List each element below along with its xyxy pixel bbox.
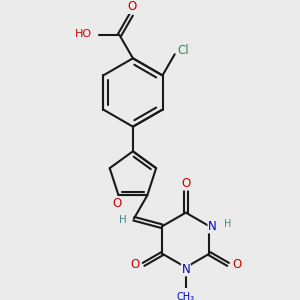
Text: H: H xyxy=(119,215,127,225)
Text: N: N xyxy=(208,220,217,233)
Text: HO: HO xyxy=(75,29,92,39)
Text: O: O xyxy=(130,258,140,271)
Text: O: O xyxy=(112,197,121,210)
Text: O: O xyxy=(232,258,242,271)
Text: CH₃: CH₃ xyxy=(177,292,195,300)
Text: H: H xyxy=(224,219,232,229)
Text: O: O xyxy=(181,177,190,190)
Text: O: O xyxy=(128,0,137,14)
Text: N: N xyxy=(182,263,190,276)
Text: Cl: Cl xyxy=(178,44,189,57)
